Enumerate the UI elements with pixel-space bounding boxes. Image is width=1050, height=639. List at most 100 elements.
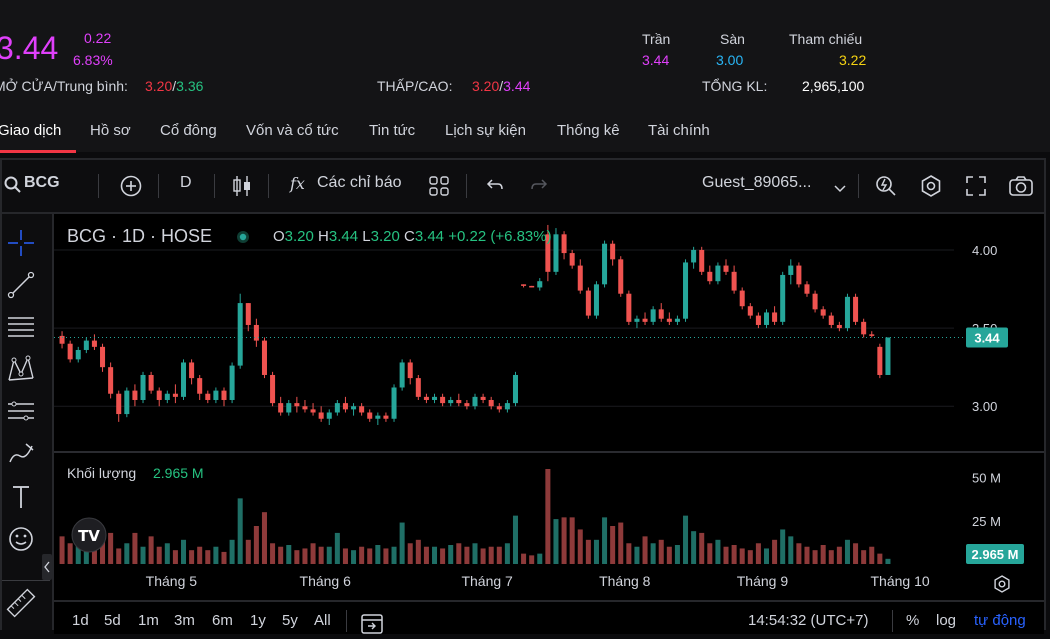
volume-bar [261,512,267,564]
candle-body [488,399,494,407]
chart-widget: BCG D fx Các chỉ báo Guest_89065... [0,158,1046,634]
active-tab-underline [0,150,76,153]
range-1m[interactable]: 1m [138,612,159,629]
volume-legend-label: Khối lượng [67,465,137,481]
range-5y[interactable]: 5y [282,612,298,629]
tab-capital-dividend[interactable]: Vốn và cổ tức [246,122,339,139]
symbol-search[interactable]: BCG [24,174,60,191]
volume-bar [869,546,875,564]
volume-bar [270,543,276,564]
range-6m[interactable]: 6m [212,612,233,629]
volume-bar [658,539,664,564]
slash: / [499,78,504,94]
ruler-icon[interactable] [6,588,36,618]
candle-body [691,249,697,263]
range-1d[interactable]: 1d [72,612,89,629]
tab-trading[interactable]: Giao dịch [0,122,62,139]
candle-body [553,234,559,272]
volume-bar [197,546,203,564]
layout-grid-icon[interactable] [429,176,449,201]
tab-news[interactable]: Tin tức [369,122,416,139]
tradingview-logo[interactable]: TV [71,517,107,558]
range-5d[interactable]: 5d [104,612,121,629]
price-tag-box [966,327,1008,348]
toolbar-divider [466,174,467,198]
candle-body [683,262,689,319]
time-axis-label: Tháng 10 [871,573,930,589]
volume-bar [399,522,405,564]
text-tool-icon[interactable] [6,482,36,512]
candle-body [75,349,81,360]
high-ohlc-value: 3.44 [328,228,359,245]
candle-body [172,393,178,397]
range-3m[interactable]: 3m [174,612,195,629]
volume-bar [172,550,178,564]
undo-icon[interactable] [486,177,504,198]
volume-bar [423,546,429,564]
auto-scale-toggle[interactable]: tự động [974,612,1026,629]
volume-bar [844,539,850,564]
candle-body [512,374,518,404]
volume-bar [359,546,365,564]
reference-value: 3.22 [839,52,867,68]
camera-icon[interactable] [1008,175,1034,202]
volume-bar [739,548,745,564]
chevron-down-icon[interactable] [834,180,846,198]
volume-bar [537,553,543,564]
volume-bar [310,543,316,564]
fib-lines-icon[interactable] [6,312,36,342]
tab-shareholders[interactable]: Cổ đông [160,122,217,139]
volume-bar [440,548,446,564]
range-1y[interactable]: 1y [250,612,266,629]
fullscreen-icon[interactable] [965,175,987,202]
fx-icon[interactable]: fx [290,174,305,193]
volume-bar [189,550,195,564]
total-volume-label: TỔNG KL: [702,78,768,94]
brush-icon[interactable] [6,438,36,468]
tab-statistics[interactable]: Thống kê [557,122,620,139]
candle-body [270,374,276,404]
tab-profile[interactable]: Hồ sơ [90,122,131,139]
volume-bar [116,548,122,564]
user-menu[interactable]: Guest_89065... [702,174,812,191]
tab-events[interactable]: Lịch sự kiện [445,122,526,139]
volume-bar [763,548,770,564]
log-scale-toggle[interactable]: log [936,612,957,629]
trend-line-icon[interactable] [6,270,36,300]
volume-legend-value: 2.965 M [153,465,204,481]
compare-add-icon[interactable] [120,175,142,202]
volume-bar [237,498,243,564]
tab-financials[interactable]: Tài chính [648,122,710,139]
candle-body [67,343,73,360]
crosshair-icon[interactable] [6,228,36,258]
collapse-toolbar-icon[interactable] [42,554,52,585]
indicators-button[interactable]: Các chỉ báo [317,174,402,191]
open-value: 3.20 [145,78,173,94]
percent-scale-toggle[interactable]: % [906,612,920,629]
goto-date-icon[interactable] [360,612,384,639]
candle-body [318,412,324,419]
toolbar-divider [214,174,215,198]
projection-icon[interactable] [6,396,36,426]
emoji-icon[interactable] [6,524,36,554]
svg-text:TV: TV [78,527,100,545]
redo-icon[interactable] [530,177,548,198]
clock-time[interactable]: 14:54:32 (UTC+7) [748,612,869,629]
candle-body [569,253,575,266]
floor-label: Sàn [720,31,745,47]
candle-body [359,406,365,413]
candles-icon[interactable] [232,174,252,203]
candle-body [561,234,567,254]
range-all[interactable]: All [314,612,331,629]
volume-bar [569,517,575,564]
volume-bar [650,543,656,564]
quick-search-icon[interactable] [874,174,898,203]
interval-button[interactable]: D [180,174,192,191]
volume-bar [812,550,818,564]
search-icon[interactable] [4,176,22,199]
settings-icon[interactable] [919,174,943,203]
pattern-icon[interactable] [6,354,36,384]
axis-settings-shape [994,575,1010,593]
